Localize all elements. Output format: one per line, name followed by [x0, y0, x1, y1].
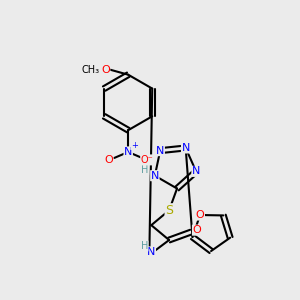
- Text: O: O: [104, 155, 113, 165]
- Text: O: O: [193, 225, 201, 235]
- Text: N: N: [147, 247, 155, 257]
- Text: CH₃: CH₃: [82, 65, 100, 75]
- Text: O: O: [196, 210, 204, 220]
- Text: H: H: [141, 241, 148, 251]
- Text: N: N: [192, 167, 200, 176]
- Text: N: N: [124, 147, 132, 157]
- Text: N: N: [156, 146, 164, 156]
- Text: N: N: [151, 171, 159, 181]
- Text: +: +: [131, 140, 138, 149]
- Text: S: S: [165, 204, 173, 217]
- Text: O⁻: O⁻: [141, 155, 153, 165]
- Text: H: H: [141, 165, 148, 175]
- Text: N: N: [182, 143, 190, 153]
- Text: O: O: [101, 65, 110, 75]
